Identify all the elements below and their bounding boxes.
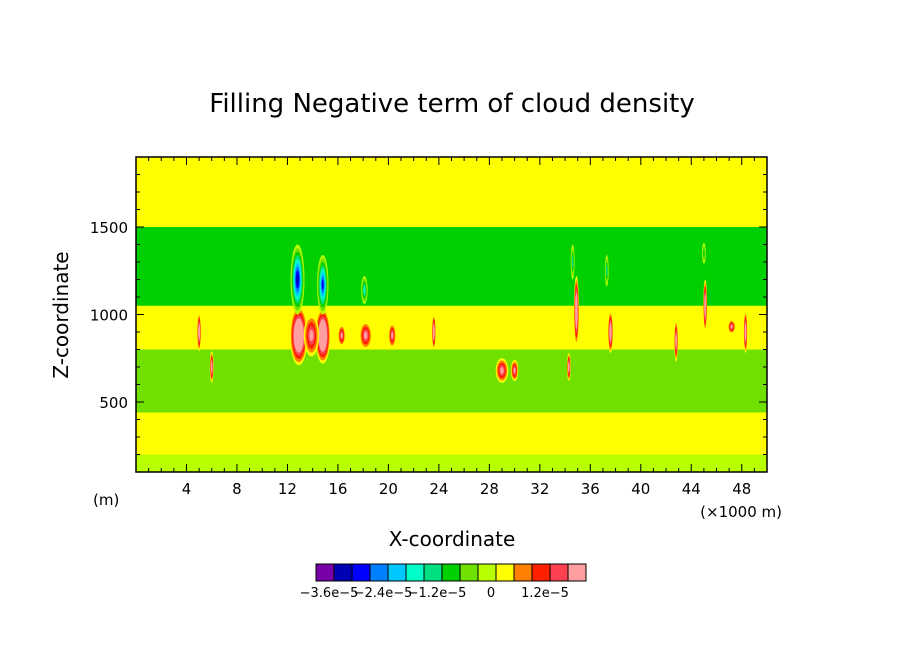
feature-14 xyxy=(431,314,436,350)
feature-11 xyxy=(361,276,368,304)
x-tick-label: 44 xyxy=(682,480,701,498)
feature-4-contour-4 xyxy=(363,331,368,340)
feature-12 xyxy=(197,312,201,352)
feature-10 xyxy=(317,255,329,315)
feature-18-contour-5 xyxy=(675,335,677,346)
colorbar-swatch-11 xyxy=(513,563,533,582)
x-tick-label: 28 xyxy=(480,480,499,498)
feature-17 xyxy=(607,311,614,353)
feature-9-contour-8 xyxy=(296,273,299,286)
colorbar-swatch-5 xyxy=(405,563,425,582)
feature-17-contour-6 xyxy=(609,327,612,337)
feature-12-contour-6 xyxy=(198,328,200,336)
band-3 xyxy=(136,305,767,350)
colorbar-swatch-0 xyxy=(315,563,335,582)
x-tick-label: 4 xyxy=(182,480,192,498)
x-tick-label: 8 xyxy=(232,480,242,498)
feature-2 xyxy=(303,314,319,357)
feature-6-contour-4 xyxy=(500,367,504,374)
feature-8-contour-4 xyxy=(730,324,733,329)
x-tick-label: 36 xyxy=(581,480,600,498)
colorbar-swatch-13 xyxy=(549,563,569,582)
colorbar-swatch-1 xyxy=(333,563,353,582)
colorbar: −3.6e−5−2.4e−5−1.2e−5 0 1.2e−5 xyxy=(300,563,587,601)
x-tick-label: 32 xyxy=(530,480,549,498)
feature-11-contour-4 xyxy=(363,286,366,294)
x-axis-label: X-coordinate xyxy=(389,527,516,551)
colorbar-tick-label: −3.6e−5 xyxy=(300,586,359,601)
colorbar-swatch-4 xyxy=(387,563,407,582)
feature-0-contour-8 xyxy=(297,330,301,341)
feature-15-contour-5 xyxy=(568,363,570,371)
feature-20-contour-6 xyxy=(744,327,747,337)
colorbar-tick-label: 1.2e−5 xyxy=(521,586,569,601)
feature-3 xyxy=(337,325,346,346)
feature-21-contour-3 xyxy=(571,256,574,268)
feature-10-contour-7 xyxy=(321,279,324,290)
feature-23 xyxy=(702,242,706,264)
x-tick-label: 20 xyxy=(379,480,398,498)
colorbar-swatch-8 xyxy=(459,563,479,582)
feature-5 xyxy=(388,323,396,348)
colorbar-swatch-6 xyxy=(423,563,443,582)
feature-19 xyxy=(703,279,708,332)
y-axis-label: Z-coordinate xyxy=(49,251,73,378)
chart-title: Filling Negative term of cloud density xyxy=(209,89,695,119)
feature-6 xyxy=(495,358,509,383)
x-tick-label: 40 xyxy=(631,480,650,498)
colorbar-tick-label: 0 xyxy=(487,586,495,601)
colorbar-swatch-12 xyxy=(531,563,551,582)
feature-18 xyxy=(674,319,679,362)
band-4 xyxy=(136,227,767,306)
feature-7 xyxy=(510,360,519,381)
feature-1-contour-8 xyxy=(321,331,324,340)
feature-13 xyxy=(209,351,214,383)
x-tick-label: 24 xyxy=(429,480,448,498)
feature-1 xyxy=(315,307,331,364)
feature-20 xyxy=(743,311,748,353)
feature-8 xyxy=(727,319,736,334)
colorbar-tick-label: −1.2e−5 xyxy=(408,586,467,601)
x-tick-label: 16 xyxy=(328,480,347,498)
y-tick-label: 500 xyxy=(99,394,128,412)
y-tick-label: 1500 xyxy=(90,219,128,237)
x-tick-label: 48 xyxy=(732,480,751,498)
band-0 xyxy=(136,454,767,472)
feature-0 xyxy=(289,305,308,366)
y-tick-label: 1000 xyxy=(90,307,128,325)
feature-4 xyxy=(359,321,372,350)
x-tick-label: 12 xyxy=(278,480,297,498)
feature-16 xyxy=(573,276,579,346)
colorbar-swatch-14 xyxy=(567,563,587,582)
colorbar-tick-label: −2.4e−5 xyxy=(354,586,413,601)
feature-22-contour-3 xyxy=(605,265,608,276)
feature-5-contour-4 xyxy=(391,332,394,339)
feature-3-contour-4 xyxy=(340,332,343,339)
colorbar-swatch-2 xyxy=(351,563,371,582)
band-5 xyxy=(136,157,767,227)
x-unit-note: (m) xyxy=(93,491,119,509)
feature-23-contour-2 xyxy=(703,248,705,258)
colorbar-swatch-9 xyxy=(477,563,497,582)
feature-15 xyxy=(566,353,571,381)
band-2 xyxy=(136,349,767,413)
feature-13-contour-5 xyxy=(210,363,213,371)
feature-9 xyxy=(290,244,305,315)
feature-16-contour-7 xyxy=(575,304,578,318)
contour-field xyxy=(136,157,767,472)
colorbar-swatch-7 xyxy=(441,563,461,582)
feature-2-contour-4 xyxy=(309,329,314,342)
colorbar-swatch-3 xyxy=(369,563,389,582)
feature-22 xyxy=(604,255,609,287)
feature-21 xyxy=(570,244,575,280)
x-scale-note: (×1000 m) xyxy=(700,503,782,521)
band-1 xyxy=(136,412,767,455)
colorbar-swatch-10 xyxy=(495,563,515,582)
feature-19-contour-6 xyxy=(704,300,706,311)
feature-14-contour-6 xyxy=(433,328,435,336)
feature-7-contour-4 xyxy=(513,367,516,374)
